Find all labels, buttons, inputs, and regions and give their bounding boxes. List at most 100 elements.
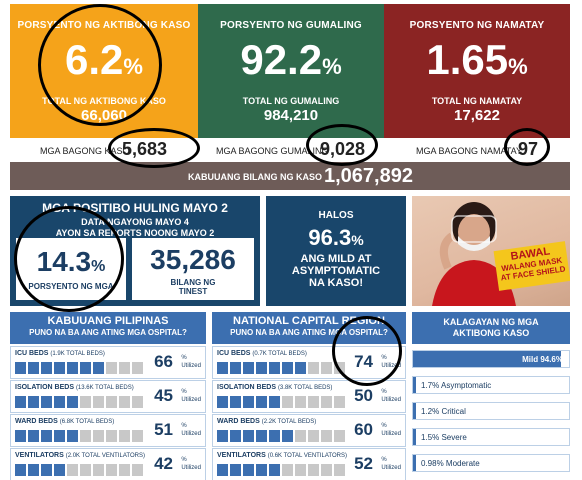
ncr-row-name: VENTILATORS bbox=[217, 452, 268, 459]
ncr-bed-icon bbox=[334, 464, 345, 476]
status-bar-2: 1.2% Critical bbox=[412, 402, 570, 420]
ph-bed-icon bbox=[67, 430, 78, 442]
ncr-row-3: VENTILATORS (0.6K TOTAL VENTILATORS) 52% U… bbox=[212, 448, 406, 480]
ncr-bed-icon bbox=[230, 464, 241, 476]
ph-bed-icon bbox=[41, 464, 52, 476]
new-recovered-label: MGA BAGONG GUMALING bbox=[216, 146, 329, 156]
new-deaths-label: MGA BAGONG NAMATAY bbox=[416, 146, 523, 156]
ph-panel-header: KABUUANG PILIPINAS PUNO NA BA ANG ATING … bbox=[10, 312, 206, 344]
ncr-row-value: 74 bbox=[354, 352, 373, 371]
new-deaths-value: 97 bbox=[518, 139, 539, 159]
ph-row-detail: (2.0K TOTAL VENTILATORS) bbox=[65, 453, 145, 459]
ncr-panel-subtitle: PUNO NA BA ANG ATING MGA OSPITAL? bbox=[230, 328, 388, 337]
ncr-bed-icon bbox=[269, 430, 280, 442]
status-label: 0.98% Moderate bbox=[421, 459, 480, 468]
ph-panel-subtitle: PUNO NA BA ANG ATING MGA OSPITAL? bbox=[29, 328, 187, 337]
status-bar-3: 1.5% Severe bbox=[412, 428, 570, 446]
ph-row-cells bbox=[15, 464, 143, 476]
ph-row-unit: % Utilized bbox=[181, 388, 201, 404]
total-cases-value: 1,067,892 bbox=[324, 165, 413, 187]
tested-label-2: TINEST bbox=[178, 287, 208, 296]
ph-row-3: VENTILATORS (2.0K TOTAL VENTILATORS) 42% U… bbox=[10, 448, 206, 480]
ph-bed-icon bbox=[106, 430, 117, 442]
active-total-label: TOTAL NG AKTIBONG KASO bbox=[42, 96, 166, 106]
positivity-title: MGA POSITIBO HULING MAYO 2 bbox=[42, 201, 228, 215]
ph-bed-icon bbox=[28, 430, 39, 442]
ncr-bed-icon bbox=[295, 464, 306, 476]
ncr-bed-icon bbox=[217, 362, 228, 374]
ncr-bed-icon bbox=[217, 464, 228, 476]
ph-row-cells bbox=[15, 430, 143, 442]
ph-bed-icon bbox=[93, 362, 104, 374]
ncr-bed-icon bbox=[256, 362, 267, 374]
ncr-bed-icon bbox=[230, 430, 241, 442]
ncr-row-detail: (3.8K TOTAL BEDS) bbox=[277, 385, 333, 391]
ph-bed-icon bbox=[132, 396, 143, 408]
ncr-bed-icon bbox=[217, 430, 228, 442]
ncr-utilized-label: Utilized bbox=[381, 363, 401, 369]
ncr-bed-icon bbox=[295, 362, 306, 374]
status-title-2: AKTIBONG KASO bbox=[452, 328, 530, 338]
active-cases-box: PORSYENTO NG AKTIBONG KASO 6.2% TOTAL NG… bbox=[10, 4, 198, 138]
ncr-bed-icon bbox=[217, 396, 228, 408]
ph-row-1: ISOLATION BEDS (13.6K TOTAL BEDS) 45 % Util… bbox=[10, 380, 206, 413]
ncr-row-label: ICU BEDS (0.7K TOTAL BEDS) bbox=[217, 350, 307, 357]
ncr-hospital-panel: NATIONAL CAPITAL REGION PUNO NA BA ANG A… bbox=[212, 312, 406, 480]
ph-row-label: ISOLATION BEDS (13.6K TOTAL BEDS) bbox=[15, 384, 134, 391]
new-cases-row: MGA BAGONG KASO 5,683 MGA BAGONG GUMALIN… bbox=[10, 138, 570, 162]
ph-row-name: WARD BEDS bbox=[15, 418, 60, 425]
recovered-percent: 92.2% bbox=[240, 36, 342, 83]
ph-pct-sign: % bbox=[181, 423, 187, 429]
ph-bed-icon bbox=[67, 396, 78, 408]
ph-row-detail: (1.9K TOTAL BEDS) bbox=[50, 351, 105, 357]
status-fill bbox=[413, 351, 561, 367]
recovered-box: PORSYENTO NG GUMALING 92.2% TOTAL NG GUM… bbox=[198, 4, 384, 138]
ph-bed-icon bbox=[54, 362, 65, 374]
ph-row-value: 42 bbox=[154, 454, 173, 473]
ncr-row-value: 52 bbox=[354, 454, 373, 473]
mild-line3: ASYMPTOMATIC bbox=[291, 265, 381, 277]
ncr-panel-title: NATIONAL CAPITAL REGION bbox=[233, 315, 385, 327]
ncr-row-detail: (2.2K TOTAL BEDS) bbox=[261, 419, 317, 425]
ncr-bed-icon bbox=[308, 464, 319, 476]
case-status-panel: KALAGAYAN NG MGA AKTIBONG KASO Mild 94.6… bbox=[412, 312, 570, 480]
ph-row-label: VENTILATORS (2.0K TOTAL VENTILATORS) bbox=[15, 452, 145, 459]
positivity-rate: 14.3% bbox=[36, 246, 106, 277]
ncr-bed-icon bbox=[321, 396, 332, 408]
ph-panel-title: KABUUANG PILIPINAS bbox=[47, 315, 169, 327]
ncr-bed-icon bbox=[230, 362, 241, 374]
ncr-row-value: 50 bbox=[354, 386, 373, 405]
ph-bed-icon bbox=[41, 362, 52, 374]
ph-row-value: 45 bbox=[154, 386, 173, 405]
ncr-pct-sign: % bbox=[381, 389, 387, 395]
ncr-bed-icon bbox=[282, 464, 293, 476]
ph-bed-icon bbox=[15, 430, 26, 442]
ncr-bed-icon bbox=[321, 464, 332, 476]
status-panel-header: KALAGAYAN NG MGA AKTIBONG KASO bbox=[412, 312, 570, 344]
recovered-percent-label: PORSYENTO NG GUMALING bbox=[220, 20, 362, 31]
ncr-bed-icon bbox=[243, 430, 254, 442]
ph-row-unit: % Utilized bbox=[181, 422, 201, 438]
ncr-row-label: ISOLATION BEDS (3.8K TOTAL BEDS) bbox=[217, 384, 332, 391]
ph-bed-icon bbox=[132, 464, 143, 476]
new-cases-label: MGA BAGONG KASO bbox=[40, 146, 130, 156]
ncr-bed-icon bbox=[321, 430, 332, 442]
ncr-utilized-label: Utilized bbox=[381, 431, 401, 437]
ph-bed-icon bbox=[41, 430, 52, 442]
deaths-percent: 1.65% bbox=[426, 36, 528, 83]
status-label: 1.7% Asymptomatic bbox=[421, 381, 492, 390]
ph-utilized-label: Utilized bbox=[181, 363, 201, 369]
ph-row-unit: % Utilized bbox=[181, 354, 201, 370]
ncr-row-unit: % Utilized bbox=[381, 354, 401, 370]
ph-bed-icon bbox=[67, 362, 78, 374]
deaths-percent-label: PORSYENTO NG NAMATAY bbox=[409, 20, 545, 31]
ncr-row-cells bbox=[217, 396, 345, 408]
ph-bed-icon bbox=[119, 464, 130, 476]
positivity-rate-card: 14.3% PORSYENTO NG MGA bbox=[16, 238, 126, 300]
tested-card: 35,286 BILANG NG TINEST bbox=[132, 238, 254, 300]
ph-bed-icon bbox=[106, 396, 117, 408]
ncr-row-1: ISOLATION BEDS (3.8K TOTAL BEDS) 50% Utili… bbox=[212, 380, 406, 413]
ph-pct-sign: % bbox=[181, 355, 187, 361]
mild-line4: NA KASO! bbox=[309, 277, 363, 289]
ncr-bed-icon bbox=[282, 362, 293, 374]
